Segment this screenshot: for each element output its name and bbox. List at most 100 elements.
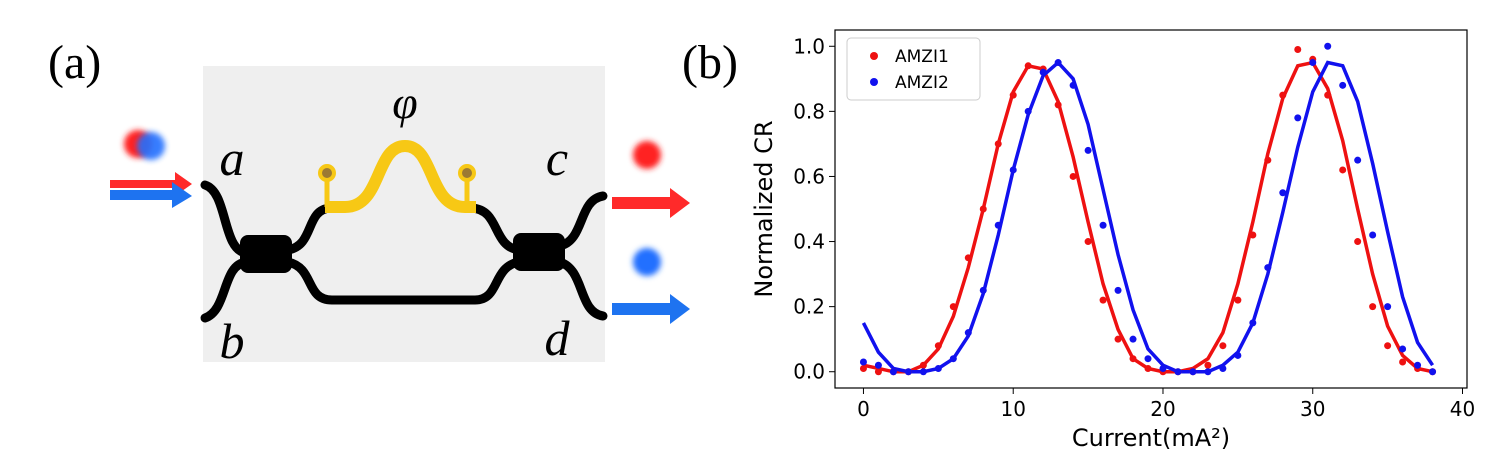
heater — [325, 139, 476, 213]
legend-marker — [870, 52, 878, 60]
y-tick-label: 0.2 — [793, 295, 825, 319]
data-point — [1009, 91, 1017, 99]
data-point — [1249, 319, 1257, 327]
legend-box — [846, 37, 981, 101]
phase-label: φ — [392, 77, 417, 128]
waveguide — [283, 203, 335, 255]
x-tick-label: 40 — [1450, 397, 1475, 421]
data-point — [1354, 238, 1362, 246]
pad — [318, 164, 336, 182]
data-point — [994, 221, 1002, 229]
data-point — [949, 355, 957, 363]
y-tick-label: 1.0 — [793, 34, 825, 58]
legend-label: AMZI1 — [895, 47, 949, 67]
data-point — [949, 303, 957, 311]
pad — [458, 164, 476, 182]
data-point — [1129, 355, 1137, 363]
port-label: d — [545, 310, 571, 366]
data-point — [1024, 107, 1032, 115]
chart: 0 10 20 30 40 0.0 0.2 0.4 0.6 0.8 1.0 Current(mA²) N… — [750, 29, 1475, 452]
port-label: a — [220, 130, 245, 186]
data-point — [1384, 303, 1392, 311]
data-point — [1234, 351, 1242, 359]
x-tick-label: 20 — [1150, 397, 1175, 421]
port-label: c — [546, 130, 568, 186]
panel-label: (b) — [682, 36, 738, 89]
photon — [633, 248, 661, 276]
y-tick-label: 0.6 — [793, 164, 825, 188]
data-point — [1339, 81, 1347, 89]
data-point — [1219, 364, 1227, 372]
data-point — [919, 361, 927, 369]
data-point — [964, 329, 972, 337]
waveguide — [467, 203, 523, 255]
data-point — [1234, 296, 1242, 304]
x-tick-label: 10 — [1000, 397, 1025, 421]
data-point — [889, 368, 897, 376]
y-tick-label: 0.0 — [793, 360, 825, 384]
data-point — [1069, 172, 1077, 180]
coupler — [513, 233, 565, 271]
waveguide — [555, 191, 608, 251]
arrow — [110, 172, 192, 196]
data-point — [964, 254, 972, 262]
legend-label: AMZI2 — [895, 73, 949, 93]
data-point — [1009, 166, 1017, 174]
data-point — [979, 205, 987, 213]
data-point — [1384, 342, 1392, 350]
heater-lead — [324, 180, 470, 207]
x-axis-label: Current(mA²) — [1072, 424, 1230, 452]
data-point — [1114, 286, 1122, 294]
data-point — [859, 358, 867, 366]
data-point — [1174, 368, 1182, 376]
data-point — [919, 368, 927, 376]
panel-label: (a) — [48, 36, 101, 89]
chip — [203, 66, 605, 362]
data-point — [1144, 355, 1152, 363]
data-point — [1084, 238, 1092, 246]
data-point — [1189, 368, 1197, 376]
data-point — [934, 364, 942, 372]
data-point — [1324, 42, 1332, 50]
data-point — [1159, 364, 1167, 372]
plot-frame — [834, 29, 1468, 389]
fit-line — [863, 60, 1433, 374]
data-point — [1114, 335, 1122, 343]
data-point — [1249, 231, 1257, 239]
waveguide — [555, 257, 608, 321]
data-point — [1099, 221, 1107, 229]
data-point — [1264, 264, 1272, 272]
data-point — [979, 286, 987, 294]
data-point — [1354, 156, 1362, 164]
waveguide — [283, 257, 523, 305]
waveguide — [200, 180, 251, 258]
arrow — [612, 188, 690, 218]
data-point — [1204, 361, 1212, 369]
arrow — [110, 182, 192, 208]
data-point — [1429, 368, 1437, 376]
data-point — [874, 361, 882, 369]
data-point — [1264, 156, 1272, 164]
y-tick-label: 0.4 — [793, 230, 825, 254]
data-point — [859, 364, 867, 372]
fit-line — [861, 60, 1435, 374]
panel-a: (a) φ a b c d — [48, 36, 690, 369]
data-point — [1279, 189, 1287, 197]
data-point — [1069, 81, 1077, 89]
data-point — [1129, 335, 1137, 343]
data-point — [1324, 91, 1332, 99]
data-point — [934, 342, 942, 350]
y-tick-label: 0.8 — [793, 99, 825, 123]
data-point — [1054, 59, 1062, 67]
x-tick-label: 0 — [857, 397, 870, 421]
data-point — [1279, 91, 1287, 99]
data-point — [1309, 59, 1317, 67]
x-tick-label: 30 — [1300, 397, 1325, 421]
coupler — [240, 235, 292, 273]
data-point — [1204, 368, 1212, 376]
data-point — [1369, 231, 1377, 239]
data-point — [1144, 364, 1152, 372]
y-axis-label: Normalized CR — [750, 120, 778, 297]
data-point — [1099, 296, 1107, 304]
